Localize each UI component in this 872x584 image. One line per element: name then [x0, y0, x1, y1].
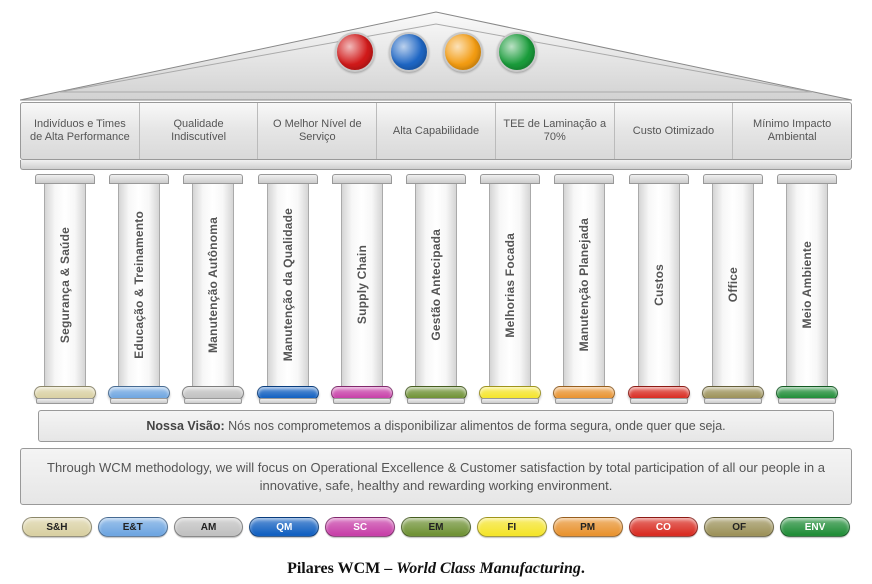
legend-pill-of: OF [704, 517, 774, 537]
legend-pill-s&h: S&H [22, 517, 92, 537]
legend-pill-sc: SC [325, 517, 395, 537]
pillar-pm: Manutenção Planejada [557, 174, 611, 404]
pillar-base-step [481, 398, 539, 404]
entablature-piece-2: O Melhor Nível de Serviço [258, 103, 377, 159]
pillar-of: Office [706, 174, 760, 404]
pillar-base-step [778, 398, 836, 404]
legend-pill-env: ENV [780, 517, 850, 537]
pillar-em: Gestão Antecipada [409, 174, 463, 404]
pillar-label: Educação & Treinamento [132, 211, 146, 359]
legend: S&H E&T AMQM SC EM FI PM COOF ENV [20, 517, 852, 537]
legend-pill-co: CO [629, 517, 699, 537]
entablature-piece-6: Mínimo Impacto Ambiental [733, 103, 851, 159]
legend-pill-am: AM [174, 517, 244, 537]
entablature: Indivíduos e Times de Alta PerformanceQu… [20, 102, 852, 160]
entablature-piece-1: Qualidade Indiscutível [140, 103, 259, 159]
pillar-base-step [36, 398, 94, 404]
medallion-2 [443, 32, 483, 72]
foundation-mission: Through WCM methodology, we will focus o… [20, 448, 852, 505]
pillar-capital [480, 174, 540, 184]
pillar-capital [777, 174, 837, 184]
pillar-base-step [630, 398, 688, 404]
pillar-shaft: Custos [638, 184, 680, 386]
pillar-capital [406, 174, 466, 184]
vision-text: Nós nos comprometemos a disponibilizar a… [225, 419, 726, 433]
vision-label: Nossa Visão: [146, 419, 224, 433]
pillar-shaft: Educação & Treinamento [118, 184, 160, 386]
pillar-shaft: Manutenção da Qualidade [267, 184, 309, 386]
pillar-label: Office [726, 267, 740, 302]
pillar-qm: Manutenção da Qualidade [261, 174, 315, 404]
pillar-capital [258, 174, 318, 184]
legend-pill-e&t: E&T [98, 517, 168, 537]
pillar-capital [554, 174, 614, 184]
pillar-e&t: Educação & Treinamento [112, 174, 166, 404]
temple-roof [20, 10, 852, 102]
pillar-label: Manutenção da Qualidade [281, 208, 295, 361]
pillar-shaft: Office [712, 184, 754, 386]
pillar-label: Custos [652, 264, 666, 306]
roof-medallions [20, 32, 852, 72]
pillar-label: Gestão Antecipada [429, 229, 443, 341]
entablature-piece-3: Alta Capabilidade [377, 103, 496, 159]
pillar-capital [109, 174, 169, 184]
pillar-shaft: Melhorias Focada [489, 184, 531, 386]
legend-pill-pm: PM [553, 517, 623, 537]
pillar-capital [183, 174, 243, 184]
pillar-base-step [555, 398, 613, 404]
pillar-base-step [110, 398, 168, 404]
pillar-label: Manutenção Planejada [577, 218, 591, 351]
legend-pill-em: EM [401, 517, 471, 537]
pillar-label: Supply Chain [355, 245, 369, 324]
caption-prefix: Pilares WCM – [287, 560, 396, 577]
colonnade: Segurança & Saúde Educação & Treinamento M… [20, 174, 852, 404]
pillar-base-step [259, 398, 317, 404]
wcm-temple-diagram: Indivíduos e Times de Alta PerformanceQu… [20, 10, 852, 537]
pillar-shaft: Supply Chain [341, 184, 383, 386]
legend-pill-qm: QM [249, 517, 319, 537]
foundation-vision: Nossa Visão: Nós nos comprometemos a dis… [38, 410, 834, 442]
pillar-base-step [407, 398, 465, 404]
mission-text: Through WCM methodology, we will focus o… [47, 460, 825, 493]
pillar-capital [703, 174, 763, 184]
pillar-s&h: Segurança & Saúde [38, 174, 92, 404]
entablature-piece-5: Custo Otimizado [615, 103, 734, 159]
pillar-shaft: Segurança & Saúde [44, 184, 86, 386]
pillar-label: Meio Ambiente [800, 241, 814, 329]
pillar-sc: Supply Chain [335, 174, 389, 404]
pillar-base-step [333, 398, 391, 404]
pillar-label: Melhorias Focada [503, 233, 517, 338]
medallion-1 [389, 32, 429, 72]
pillar-shaft: Manutenção Autônoma [192, 184, 234, 386]
medallion-3 [497, 32, 537, 72]
caption-italic: World Class Manufacturing [396, 560, 581, 577]
pillar-capital [332, 174, 392, 184]
pillar-base-step [184, 398, 242, 404]
caption-suffix: . [581, 560, 585, 577]
pillar-label: Manutenção Autônoma [206, 217, 220, 353]
pillar-fi: Melhorias Focada [483, 174, 537, 404]
pillar-am: Manutenção Autônoma [186, 174, 240, 404]
entablature-cornice [20, 160, 852, 170]
pillar-capital [629, 174, 689, 184]
pillar-shaft: Manutenção Planejada [563, 184, 605, 386]
pillar-co: Custos [632, 174, 686, 404]
pillar-capital [35, 174, 95, 184]
legend-pill-fi: FI [477, 517, 547, 537]
pillar-shaft: Gestão Antecipada [415, 184, 457, 386]
pillar-shaft: Meio Ambiente [786, 184, 828, 386]
entablature-piece-0: Indivíduos e Times de Alta Performance [21, 103, 140, 159]
medallion-0 [335, 32, 375, 72]
figure-caption: Pilares WCM – World Class Manufacturing. [0, 560, 872, 578]
pillar-env: Meio Ambiente [780, 174, 834, 404]
pillar-base-step [704, 398, 762, 404]
pillar-label: Segurança & Saúde [58, 227, 72, 343]
entablature-piece-4: TEE de Laminação a 70% [496, 103, 615, 159]
